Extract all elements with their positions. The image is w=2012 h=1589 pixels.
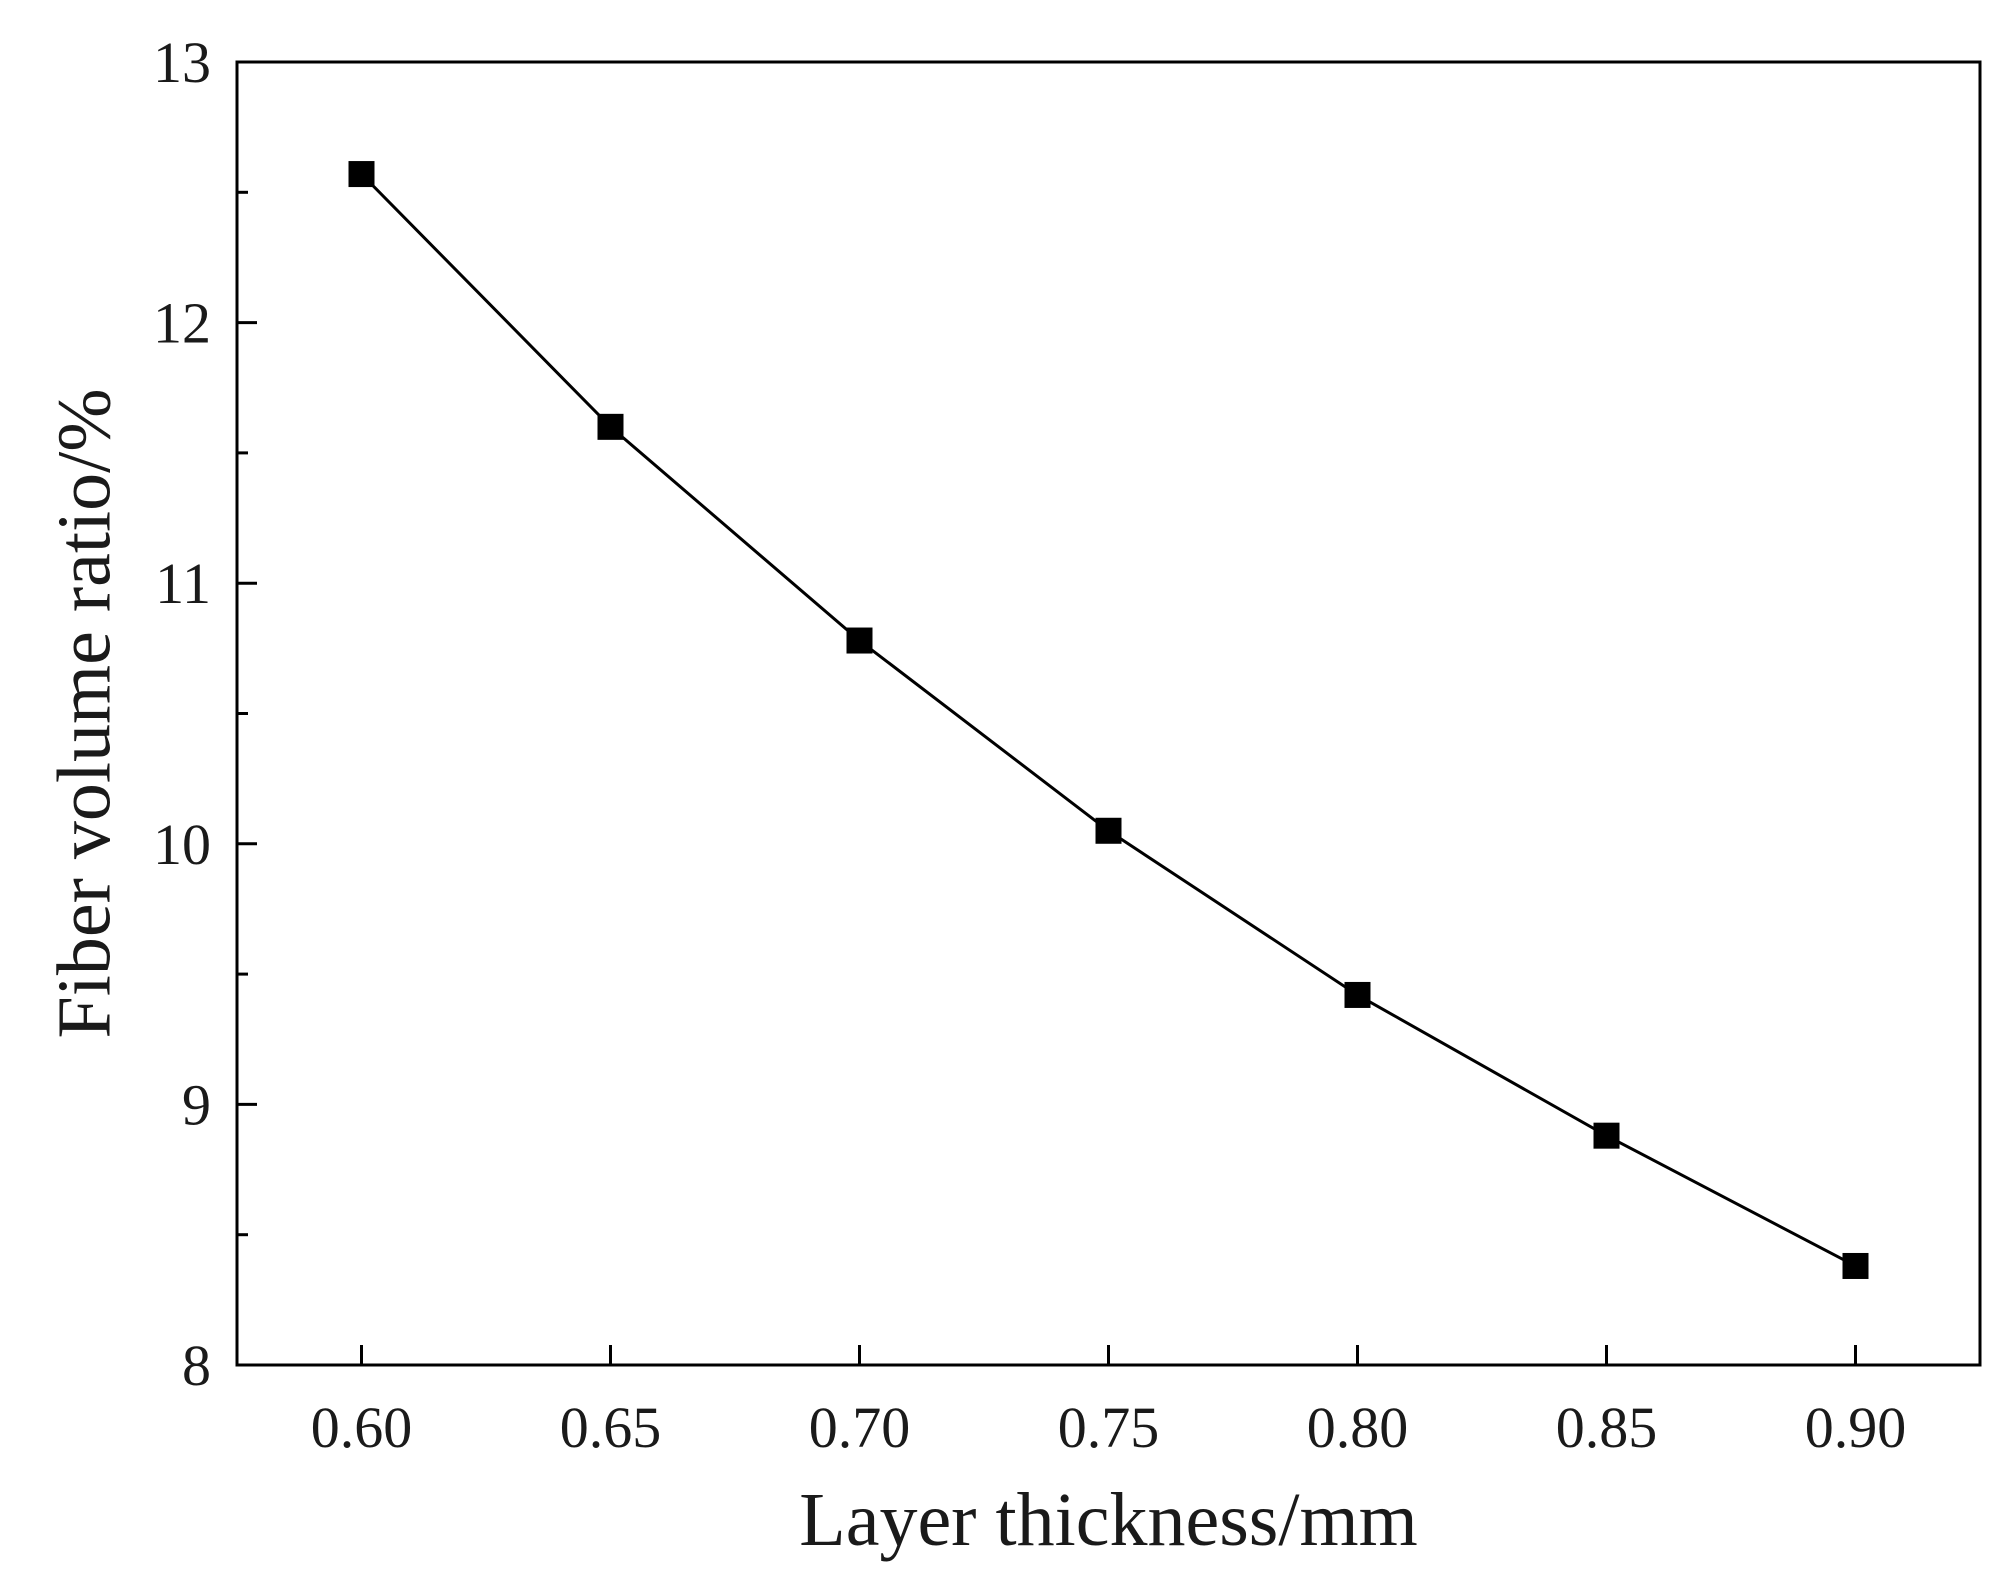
x-tick-label: 0.90: [1805, 1395, 1907, 1460]
x-tick-label: 0.60: [311, 1395, 413, 1460]
data-point-marker: [348, 161, 375, 188]
data-point-marker: [1344, 981, 1371, 1008]
x-tick-label: 0.80: [1307, 1395, 1409, 1460]
data-series: [348, 161, 1869, 1279]
x-tick-label: 0.70: [809, 1395, 911, 1460]
x-axis-title: Layer thickness/mm: [799, 1478, 1417, 1562]
data-point-marker: [1842, 1252, 1869, 1279]
y-tick-label: 9: [182, 1072, 211, 1137]
data-point-marker: [846, 627, 873, 654]
y-tick-label: 13: [153, 30, 211, 95]
x-tick-label: 0.65: [560, 1395, 662, 1460]
y-tick-label: 8: [182, 1333, 211, 1398]
y-tick-label: 10: [153, 812, 211, 877]
y-axis-tick-labels: 8 9 10 11 12 13: [153, 30, 211, 1398]
data-point-marker: [1593, 1122, 1620, 1149]
y-axis-ticks: [237, 60, 257, 1367]
x-tick-label: 0.85: [1556, 1395, 1658, 1460]
y-axis-title: Fiber volume ratio/%: [42, 388, 126, 1038]
y-tick-label: 11: [155, 551, 211, 616]
x-axis-tick-labels: 0.60 0.65 0.70 0.75 0.80 0.85 0.90: [311, 1395, 1907, 1460]
x-tick-label: 0.75: [1058, 1395, 1160, 1460]
x-axis-ticks: [360, 1345, 1857, 1365]
y-tick-label: 12: [153, 291, 211, 356]
data-point-marker: [1095, 817, 1122, 844]
data-point-marker: [597, 413, 624, 440]
